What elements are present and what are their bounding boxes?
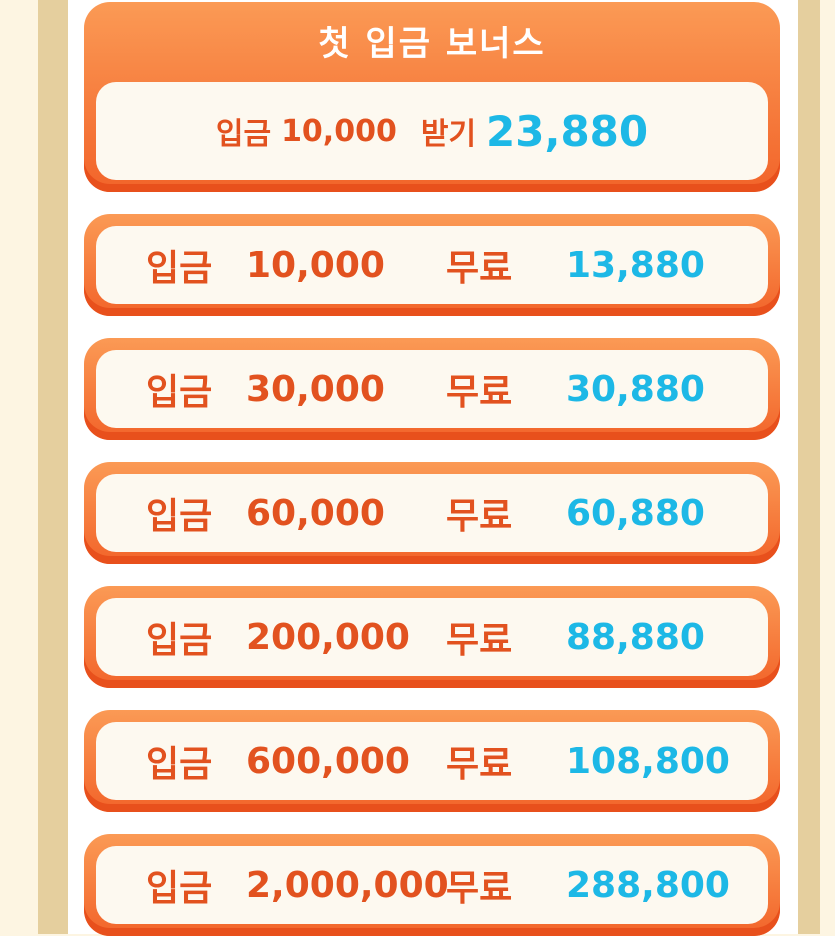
bonus-amount: 88,880	[566, 616, 705, 658]
free-label: 무료	[446, 496, 513, 537]
bonus-tier-row[interactable]: 입금 200,000 무료 88,880	[84, 586, 780, 688]
bonus-summary: 입금 10,000 받기 23,880	[96, 82, 768, 180]
bonus-amount: 60,880	[566, 492, 705, 534]
deposit-amount: 200,000	[246, 616, 410, 658]
deposit-amount: 10,000	[281, 113, 397, 149]
bonus-tier-inner: 입금 200,000 무료 88,880	[96, 598, 768, 676]
deposit-amount: 30,000	[246, 368, 385, 410]
deposit-label: 입금	[146, 248, 213, 289]
bonus-tier-inner: 입금 600,000 무료 108,800	[96, 722, 768, 800]
bonus-tier-row[interactable]: 입금 10,000 무료 13,880	[84, 214, 780, 316]
bonus-amount: 30,880	[566, 368, 705, 410]
deposit-amount: 60,000	[246, 492, 385, 534]
deposit-label: 입금	[146, 496, 213, 537]
right-border	[798, 0, 820, 934]
bonus-amount: 288,800	[566, 864, 730, 906]
free-label: 무료	[446, 744, 513, 785]
bonus-amount: 108,800	[566, 740, 730, 782]
free-label: 무료	[446, 868, 513, 909]
bonus-tier-inner: 입금 2,000,000 무료 288,800	[96, 846, 768, 924]
deposit-label: 입금	[215, 117, 272, 152]
bonus-tier-inner: 입금 10,000 무료 13,880	[96, 226, 768, 304]
first-deposit-bonus-card: 첫 입금 보너스 입금 10,000 받기 23,880	[84, 2, 780, 192]
free-label: 무료	[446, 248, 513, 289]
bonus-tier-inner: 입금 30,000 무료 30,880	[96, 350, 768, 428]
left-border	[38, 0, 68, 934]
free-label: 무료	[446, 372, 513, 413]
bonus-tier-row[interactable]: 입금 2,000,000 무료 288,800	[84, 834, 780, 936]
deposit-label: 입금	[146, 620, 213, 661]
bonus-tier-row[interactable]: 입금 60,000 무료 60,880	[84, 462, 780, 564]
receive-label: 받기	[420, 117, 477, 152]
deposit-label: 입금	[146, 868, 213, 909]
receive-amount: 23,880	[486, 106, 649, 156]
bonus-tier-row[interactable]: 입금 600,000 무료 108,800	[84, 710, 780, 812]
bonus-title: 첫 입금 보너스	[318, 24, 546, 64]
bonus-tier-inner: 입금 60,000 무료 60,880	[96, 474, 768, 552]
deposit-label: 입금	[146, 372, 213, 413]
bonus-amount: 13,880	[566, 244, 705, 286]
free-label: 무료	[446, 620, 513, 661]
bonus-tier-row[interactable]: 입금 30,000 무료 30,880	[84, 338, 780, 440]
deposit-label: 입금	[146, 744, 213, 785]
deposit-amount: 600,000	[246, 740, 410, 782]
deposit-amount: 2,000,000	[246, 864, 449, 906]
deposit-amount: 10,000	[246, 244, 385, 286]
